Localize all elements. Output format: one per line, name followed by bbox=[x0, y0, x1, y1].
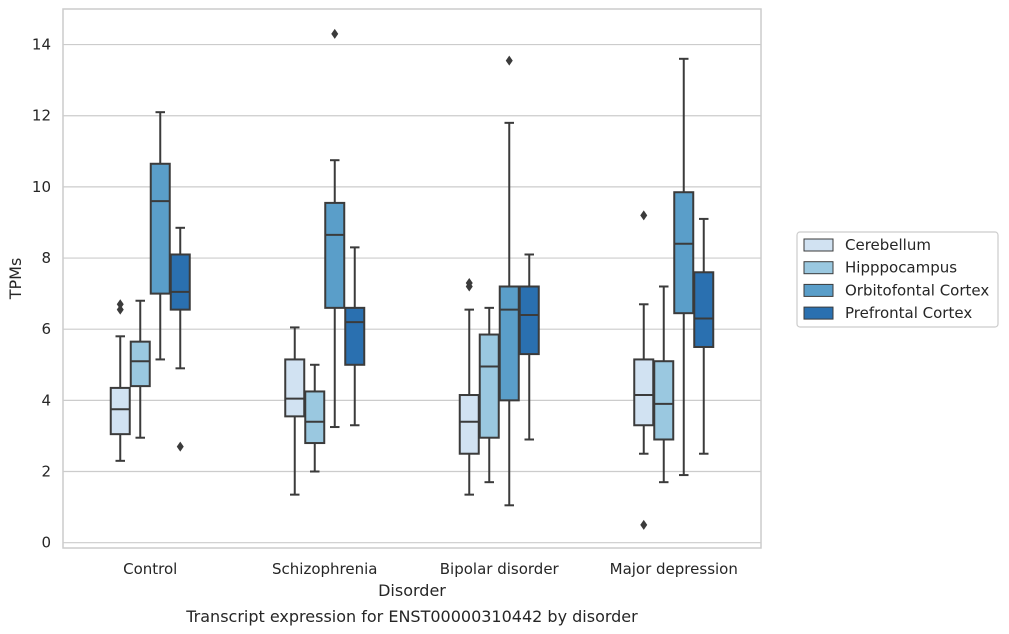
box-iqr bbox=[324, 201, 346, 309]
x-axis-label: Disorder bbox=[378, 581, 446, 600]
plot-frame bbox=[62, 8, 762, 549]
y-tick-label: 6 bbox=[41, 320, 51, 338]
outlier-point bbox=[176, 441, 184, 452]
outlier-point bbox=[465, 277, 473, 288]
box-hipppocampus bbox=[478, 306, 500, 484]
outlier-point bbox=[640, 519, 648, 530]
legend-label: Prefrontal Cortex bbox=[845, 304, 972, 322]
legend-frame bbox=[796, 231, 999, 328]
box-prefrontal-cortex bbox=[344, 246, 366, 427]
box-prefrontal-cortex bbox=[518, 253, 540, 441]
box-orbitofontal-cortex bbox=[673, 57, 695, 477]
y-tick-label: 14 bbox=[32, 36, 51, 54]
y-tick-label: 12 bbox=[32, 107, 51, 125]
legend: Cerebellum Hipppocampus Orbitofontal Corte… bbox=[796, 231, 999, 328]
box-iqr bbox=[458, 394, 480, 455]
legend-label: Orbitofontal Cortex bbox=[845, 281, 989, 299]
y-axis-label: TPMs bbox=[6, 258, 25, 301]
box-iqr bbox=[344, 306, 366, 366]
box-orbitofontal-cortex bbox=[149, 111, 171, 361]
outlier-point bbox=[116, 299, 124, 310]
outlier-point bbox=[505, 55, 513, 66]
y-tick-label: 10 bbox=[32, 178, 51, 196]
box-cerebellum bbox=[458, 277, 480, 496]
legend-swatch bbox=[803, 238, 834, 252]
x-tick-label: Bipolar disorder bbox=[440, 560, 560, 578]
x-tick-label: Control bbox=[123, 560, 177, 578]
box-iqr bbox=[284, 358, 306, 418]
legend-label: Cerebellum bbox=[845, 236, 931, 254]
box-orbitofontal-cortex bbox=[498, 55, 520, 507]
legend-label: Hipppocampus bbox=[845, 259, 957, 277]
chart-caption: Transcript expression for ENST0000031044… bbox=[185, 607, 638, 626]
box-iqr bbox=[673, 191, 695, 315]
box-iqr bbox=[653, 360, 675, 441]
box-iqr bbox=[693, 271, 715, 348]
box-hipppocampus bbox=[304, 363, 326, 473]
y-tick-label: 4 bbox=[41, 391, 51, 409]
y-tick-label: 8 bbox=[41, 249, 51, 267]
box-orbitofontal-cortex bbox=[324, 28, 346, 429]
box-cerebellum bbox=[109, 299, 131, 462]
box-cerebellum bbox=[633, 210, 655, 530]
box-iqr bbox=[129, 340, 151, 388]
y-axis-ticks: 0 2 4 6 8 10 12 14 bbox=[32, 36, 51, 552]
x-tick-label: Schizophrenia bbox=[272, 560, 377, 578]
legend-swatch bbox=[803, 306, 834, 320]
box-iqr bbox=[633, 358, 655, 427]
outlier-point bbox=[331, 28, 339, 39]
plot-area bbox=[109, 28, 715, 530]
box-prefrontal-cortex bbox=[693, 217, 715, 455]
box-iqr bbox=[169, 253, 191, 311]
legend-swatch bbox=[803, 261, 834, 275]
box-iqr bbox=[109, 386, 131, 436]
box-iqr bbox=[518, 285, 540, 356]
legend-swatch bbox=[803, 283, 834, 297]
y-tick-label: 2 bbox=[41, 463, 51, 481]
box-cerebellum bbox=[284, 326, 306, 496]
x-tick-label: Major depression bbox=[610, 560, 738, 578]
box-iqr bbox=[149, 162, 171, 295]
outlier-point bbox=[640, 210, 648, 221]
box-prefrontal-cortex bbox=[169, 226, 191, 452]
y-tick-label: 0 bbox=[41, 534, 51, 552]
box-iqr bbox=[304, 390, 326, 445]
box-hipppocampus bbox=[653, 285, 675, 484]
box-hipppocampus bbox=[129, 299, 151, 439]
x-axis-ticks: Control Schizophrenia Bipolar disorder Majo… bbox=[123, 560, 738, 578]
box-iqr bbox=[498, 285, 520, 402]
box-iqr bbox=[478, 333, 500, 439]
outlier-point bbox=[116, 304, 124, 315]
